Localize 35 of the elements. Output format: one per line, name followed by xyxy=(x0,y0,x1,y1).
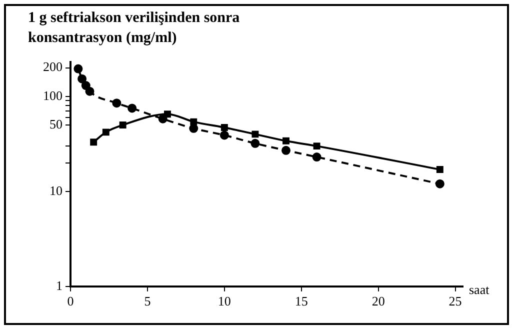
y-tick-label: 50 xyxy=(50,116,62,132)
y-tick-label: 1 xyxy=(56,278,62,293)
point xyxy=(90,138,98,146)
y-tick-label: 10 xyxy=(50,182,62,198)
x-tick-label: 20 xyxy=(372,294,385,309)
point xyxy=(220,124,228,131)
point xyxy=(220,130,229,140)
x-tick-label: 10 xyxy=(218,294,231,309)
point xyxy=(119,121,126,128)
point xyxy=(313,142,320,150)
point xyxy=(112,98,122,108)
x-tick-label: 0 xyxy=(67,294,74,309)
point xyxy=(281,146,290,155)
point xyxy=(81,81,90,90)
point xyxy=(435,179,444,188)
point xyxy=(282,137,290,144)
chart-title: 1 g seftriakson verilişinden sonra konsantrasyon (mg/ml) xyxy=(28,9,241,48)
point xyxy=(102,128,110,136)
point xyxy=(158,114,168,124)
point xyxy=(312,152,322,162)
point xyxy=(190,118,198,126)
point xyxy=(164,110,171,118)
point xyxy=(250,138,260,148)
point xyxy=(252,130,259,138)
y-tick-label: 200 xyxy=(43,59,62,74)
x-tick-label: 5 xyxy=(144,294,151,309)
x-tick-label: 15 xyxy=(294,294,308,309)
y-tick-label: 100 xyxy=(43,88,62,103)
point xyxy=(436,166,444,173)
point xyxy=(78,74,87,84)
x-tick-label: 25 xyxy=(448,294,462,309)
x-axis-title: saat xyxy=(469,282,490,297)
point xyxy=(74,64,83,74)
point xyxy=(128,104,137,113)
point xyxy=(85,86,94,96)
